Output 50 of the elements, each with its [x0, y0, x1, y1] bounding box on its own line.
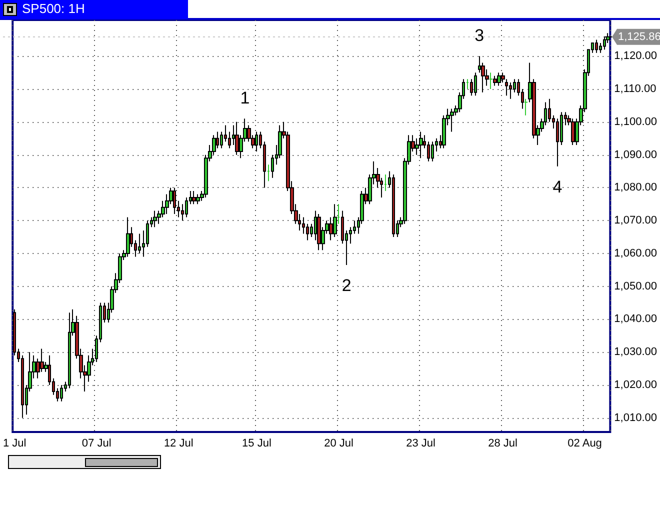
y-tick-label: 1,090.00: [614, 148, 658, 161]
candlestick: [173, 187, 176, 214]
candlestick: [474, 72, 477, 96]
candlestick: [384, 174, 387, 192]
candlestick: [255, 131, 258, 152]
x-tick-label: 15 Jul: [242, 438, 272, 450]
y-tick-label: 1,040.00: [614, 313, 658, 326]
annotation: 4: [552, 177, 562, 196]
annotation: 1: [240, 88, 250, 108]
candlestick: [192, 190, 196, 205]
annotation: 3: [474, 26, 484, 46]
y-tick-label: 1,050.00: [614, 280, 658, 292]
y-tick-label: 1,100.00: [614, 116, 658, 128]
x-tick-label: 12 Jul: [164, 438, 194, 450]
x-tick-label: 02 Aug: [568, 438, 602, 450]
y-tick-label: 1,060.00: [614, 247, 658, 260]
x-tick-label: 20 Jul: [324, 438, 354, 450]
candlestick: [419, 131, 423, 159]
ref-line-label: 1,125.86: [618, 30, 660, 43]
candlestick: [450, 108, 454, 132]
candlestick: [509, 82, 512, 100]
candlestick: [392, 174, 395, 238]
candlestick: [138, 233, 141, 254]
annotation: 2: [342, 276, 352, 295]
candlestick: [431, 141, 434, 162]
x-tick-label: 23 Jul: [406, 438, 436, 450]
candlestick: [68, 312, 71, 389]
candlestick: [595, 39, 598, 54]
y-tick-label: 1,020.00: [614, 378, 658, 391]
y-tick-label: 1,120.00: [614, 50, 658, 62]
candlestick: [235, 121, 239, 156]
candlestick: [196, 194, 200, 205]
candlestick: [493, 75, 497, 86]
chart-title: SP500: 1H: [22, 1, 85, 16]
candlestick: [126, 216, 130, 258]
y-tick-label: 1,070.00: [614, 214, 658, 227]
candlestick: [571, 118, 575, 146]
candlestick: [333, 204, 337, 238]
y-tick-label: 1,080.00: [614, 182, 658, 194]
candlestick: [497, 72, 501, 86]
y-tick-label: 1,030.00: [614, 346, 658, 358]
x-tick-label: 28 Jul: [488, 438, 518, 450]
x-tick-label: 1 Jul: [2, 438, 26, 450]
candlestick: [153, 210, 157, 228]
candlestick: [60, 384, 63, 402]
y-tick-label: 1,110.00: [614, 83, 656, 96]
candlestick: [489, 72, 493, 90]
x-tick-label: 07 Jul: [82, 438, 112, 450]
y-tick-label: 1,010.00: [614, 412, 658, 424]
candlestick: [317, 214, 321, 251]
